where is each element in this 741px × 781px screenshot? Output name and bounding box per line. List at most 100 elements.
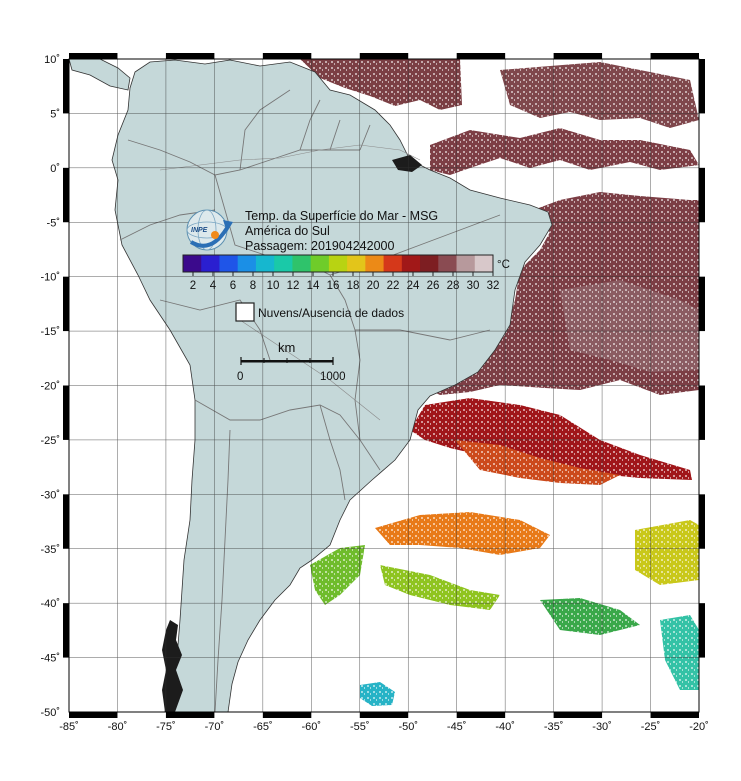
legend-region: América do Sul <box>245 224 330 238</box>
lat-tick-label: -30˚ <box>40 489 60 501</box>
frame-segment <box>262 53 312 59</box>
frame-segment <box>359 712 409 718</box>
colorbar-swatch <box>438 255 458 272</box>
colorbar-swatch <box>456 255 476 272</box>
colorbar-outline <box>182 254 494 273</box>
longitude-labels: -85˚ -80˚ -75˚ -70˚ -65˚ -60˚ -55˚ -50˚ -45˚ -40˚… <box>59 721 709 733</box>
colorbar-tick-label: 24 <box>407 280 420 292</box>
frame-segment <box>699 59 705 114</box>
inpe-logo: INPE <box>186 209 233 251</box>
colorbar-tick-label: 4 <box>210 280 217 292</box>
frame-segment <box>262 712 312 718</box>
lon-tick-label: -25˚ <box>641 721 661 733</box>
colorbar-tick-label: 20 <box>367 280 380 292</box>
legend-title-block: Temp. da Superfície do Mar - MSG América… <box>245 209 438 254</box>
frame-segment <box>69 53 118 59</box>
colorbar-tick-label: 10 <box>267 280 280 292</box>
colorbar-tick-label: 6 <box>230 280 236 292</box>
colorbar-swatch <box>383 255 403 272</box>
scale-unit: km <box>278 340 295 355</box>
latitude-labels: 10˚ 5˚ 0˚ -5˚ -10˚ -15˚ -20˚ -25˚ -30˚ -35˚ -40˚ -4… <box>40 54 60 719</box>
colorbar-swatch <box>420 255 439 272</box>
colorbar-swatch <box>328 255 348 272</box>
colorbar-tick-label: 18 <box>347 280 360 292</box>
lat-tick-label: -35˚ <box>40 544 60 556</box>
frame-segment <box>63 603 69 658</box>
lat-tick-label: -10˚ <box>40 272 60 284</box>
frame-segment <box>63 494 69 549</box>
colorbar-swatch <box>255 255 275 272</box>
frame-segment <box>699 276 705 332</box>
logo-text: INPE <box>191 227 208 234</box>
frame-segment <box>650 53 699 59</box>
frame-segment <box>699 603 705 658</box>
frame-segment <box>650 712 699 718</box>
lon-tick-label: -65˚ <box>253 721 273 733</box>
lon-tick-label: -60˚ <box>302 721 322 733</box>
colorbar-swatch <box>292 255 312 272</box>
frame-segment <box>699 385 705 440</box>
cloud-label: Nuvens/Ausencia de dados <box>258 306 404 320</box>
frame-segment <box>456 712 506 718</box>
graticule <box>69 59 699 712</box>
colorbar-tick-label: 32 <box>487 280 500 292</box>
lon-tick-label: -70˚ <box>205 721 225 733</box>
chile-fjords <box>162 620 183 712</box>
lat-tick-label: 5˚ <box>50 108 60 120</box>
lat-tick-label: -25˚ <box>40 435 60 447</box>
colorbar-swatch <box>219 255 239 272</box>
lon-tick-label: -30˚ <box>592 721 612 733</box>
frame-segment <box>553 53 603 59</box>
lon-tick-label: -35˚ <box>544 721 564 733</box>
frame-segment <box>63 276 69 332</box>
lon-tick-label: -20˚ <box>689 721 709 733</box>
frame-segment <box>165 712 215 718</box>
colorbar-tick-label: 22 <box>387 280 400 292</box>
colorbar-tick-label: 26 <box>427 280 440 292</box>
frame-segment <box>553 712 603 718</box>
frame-segment <box>63 385 69 440</box>
colorbar-tick-label: 14 <box>307 280 320 292</box>
lat-tick-label: -40˚ <box>40 598 60 610</box>
colorbar-swatch <box>274 255 293 272</box>
lon-tick-label: -80˚ <box>108 721 128 733</box>
colorbar-swatch <box>237 255 257 272</box>
legend-pass: Passagem: 201904242000 <box>245 239 395 253</box>
lat-tick-label: -45˚ <box>40 653 60 665</box>
colorbar-swatch <box>347 255 366 272</box>
scale-bar: km 0 1000 <box>237 340 346 383</box>
frame-segment <box>69 712 118 718</box>
frame-segment <box>699 494 705 549</box>
lat-tick-label: -20˚ <box>40 381 60 393</box>
map-frame <box>63 53 705 718</box>
colorbar-tick-label: 2 <box>190 280 196 292</box>
frame-segment <box>63 59 69 114</box>
lat-tick-label: 10˚ <box>44 54 60 66</box>
lon-tick-label: -50˚ <box>398 721 418 733</box>
lat-tick-label: 0˚ <box>50 163 60 175</box>
colorbar-tick-label: 30 <box>467 280 480 292</box>
colorbar-swatch <box>365 255 385 272</box>
lat-tick-label: -15˚ <box>40 326 60 338</box>
central-america-land <box>69 59 131 91</box>
frame-segment <box>699 167 705 223</box>
cloud-swatch <box>235 302 255 322</box>
frame-segment <box>165 53 215 59</box>
colorbar-tick-label: 8 <box>250 280 256 292</box>
rivers <box>159 144 421 421</box>
lon-tick-label: -85˚ <box>59 721 79 733</box>
frame-segment <box>456 53 506 59</box>
colorbar-tick-label: 28 <box>447 280 460 292</box>
lon-tick-label: -55˚ <box>350 721 370 733</box>
colorbar-swatch <box>201 255 220 272</box>
colorbar-tick-label: 12 <box>287 280 300 292</box>
colorbar: 2 4 6 8 10 12 14 16 18 20 22 24 26 28 30 32 <box>182 254 500 292</box>
lon-tick-label: -40˚ <box>495 721 515 733</box>
colorbar-swatch <box>401 255 421 272</box>
country-borders <box>119 89 501 712</box>
colorbar-unit: °C <box>497 259 510 271</box>
frame-segment <box>359 53 409 59</box>
scale-start: 0 <box>237 371 243 383</box>
frame-segment <box>63 167 69 223</box>
